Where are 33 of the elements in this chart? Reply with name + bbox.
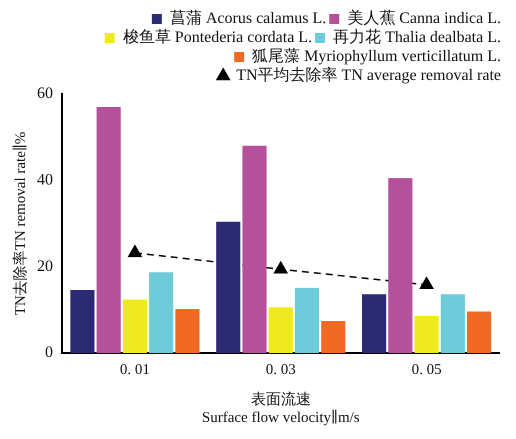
bar <box>388 178 412 353</box>
x-axis-title: 表面流速 Surface flow velocity∥m/s <box>202 390 360 426</box>
legend-label: 美人蕉 Canna indica L. <box>347 9 502 28</box>
point <box>128 245 142 258</box>
y-tick-label: 60 <box>37 85 53 102</box>
point <box>420 277 434 290</box>
x-tick-label: 0. 05 <box>412 362 442 378</box>
point <box>274 262 288 274</box>
bar <box>321 321 346 353</box>
bar <box>294 288 320 353</box>
bar <box>440 294 465 353</box>
y-axis-title: TN去除率TN removal rate∥% <box>12 132 29 316</box>
bar <box>96 106 121 353</box>
bar <box>175 308 200 353</box>
bar <box>149 272 174 353</box>
bar <box>414 316 439 353</box>
legend-label: 菖蒲 Acorus calamus L. <box>170 9 326 28</box>
y-tick-label: 0 <box>45 344 53 362</box>
x-tick-label: 0. 03 <box>266 362 296 378</box>
bar <box>467 312 492 353</box>
y-tick-label: 20 <box>37 258 53 275</box>
y-tick-label: 40 <box>37 172 53 189</box>
bar <box>242 146 267 353</box>
legend-label: 再力花 Thalia dealbata L. <box>333 28 501 46</box>
bar <box>216 222 240 353</box>
bar <box>70 290 94 353</box>
bar <box>122 299 147 353</box>
x-tick-label: 0. 01 <box>120 362 150 378</box>
bar <box>362 294 386 353</box>
legend-label: 狐尾藻 Myriophyllum verticillatum L. <box>252 47 501 66</box>
bar <box>268 307 293 353</box>
legend-label: TN平均去除率 TN average removal rate <box>236 66 502 84</box>
legend-label: 梭鱼草 Pontederia cordata L. <box>122 28 312 46</box>
